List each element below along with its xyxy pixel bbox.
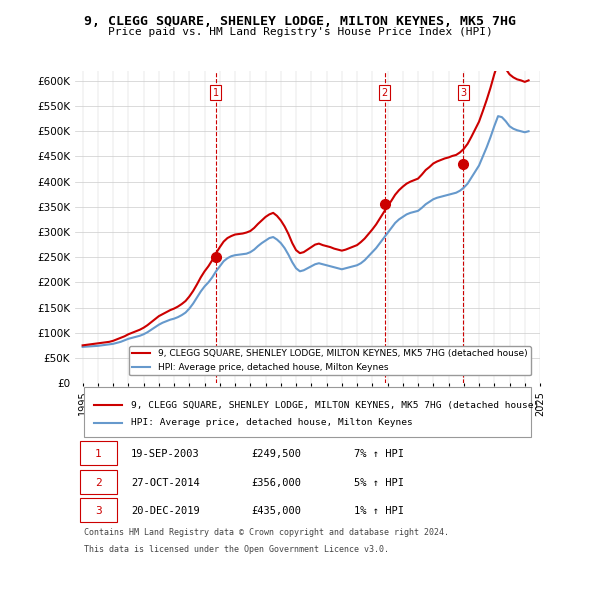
Text: 3: 3 [95, 506, 101, 516]
Text: 1: 1 [212, 88, 218, 98]
Text: 27-OCT-2014: 27-OCT-2014 [131, 477, 200, 487]
Legend: 9, CLEGG SQUARE, SHENLEY LODGE, MILTON KEYNES, MK5 7HG (detached house), HPI: Av: 9, CLEGG SQUARE, SHENLEY LODGE, MILTON K… [129, 346, 531, 375]
Text: £249,500: £249,500 [252, 449, 302, 459]
Text: 9, CLEGG SQUARE, SHENLEY LODGE, MILTON KEYNES, MK5 7HG (detached house): 9, CLEGG SQUARE, SHENLEY LODGE, MILTON K… [131, 401, 539, 409]
Text: 2: 2 [95, 477, 101, 487]
Text: 1% ↑ HPI: 1% ↑ HPI [354, 506, 404, 516]
Text: 3: 3 [460, 88, 466, 98]
Text: Contains HM Land Registry data © Crown copyright and database right 2024.: Contains HM Land Registry data © Crown c… [84, 528, 449, 537]
Text: 20-DEC-2019: 20-DEC-2019 [131, 506, 200, 516]
FancyBboxPatch shape [84, 388, 531, 437]
Text: 7% ↑ HPI: 7% ↑ HPI [354, 449, 404, 459]
Text: 1: 1 [95, 449, 101, 459]
Text: This data is licensed under the Open Government Licence v3.0.: This data is licensed under the Open Gov… [84, 545, 389, 554]
FancyBboxPatch shape [80, 441, 117, 466]
Text: 9, CLEGG SQUARE, SHENLEY LODGE, MILTON KEYNES, MK5 7HG: 9, CLEGG SQUARE, SHENLEY LODGE, MILTON K… [84, 15, 516, 28]
Text: £435,000: £435,000 [252, 506, 302, 516]
FancyBboxPatch shape [80, 498, 117, 522]
Text: 19-SEP-2003: 19-SEP-2003 [131, 449, 200, 459]
Text: 5% ↑ HPI: 5% ↑ HPI [354, 477, 404, 487]
Text: 2: 2 [382, 88, 388, 98]
FancyBboxPatch shape [80, 470, 117, 494]
Text: Price paid vs. HM Land Registry's House Price Index (HPI): Price paid vs. HM Land Registry's House … [107, 27, 493, 37]
Text: HPI: Average price, detached house, Milton Keynes: HPI: Average price, detached house, Milt… [131, 418, 413, 427]
Text: £356,000: £356,000 [252, 477, 302, 487]
